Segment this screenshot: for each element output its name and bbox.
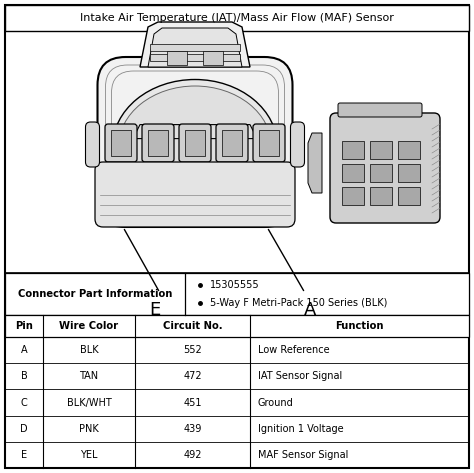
Text: YEL: YEL (80, 450, 98, 460)
FancyBboxPatch shape (179, 124, 211, 162)
Text: A: A (304, 301, 316, 319)
Text: Ground: Ground (258, 397, 294, 408)
Bar (167, 51, 187, 65)
Bar (370, 141, 392, 159)
Bar (342, 187, 364, 205)
Text: C: C (21, 397, 27, 408)
Text: Intake Air Temperature (IAT)/Mass Air Flow (MAF) Sensor: Intake Air Temperature (IAT)/Mass Air Fl… (80, 13, 394, 23)
Polygon shape (148, 28, 242, 67)
Ellipse shape (112, 79, 277, 214)
Text: 15305555: 15305555 (210, 280, 260, 290)
Text: E: E (149, 301, 161, 319)
Text: Ignition 1 Voltage: Ignition 1 Voltage (258, 424, 344, 434)
Polygon shape (135, 124, 255, 139)
Text: B: B (21, 371, 27, 381)
FancyBboxPatch shape (105, 124, 137, 162)
Text: MAF Sensor Signal: MAF Sensor Signal (258, 450, 348, 460)
FancyBboxPatch shape (85, 122, 100, 167)
Polygon shape (140, 22, 250, 67)
Text: 439: 439 (183, 424, 202, 434)
Text: 552: 552 (183, 345, 202, 355)
FancyBboxPatch shape (98, 57, 292, 227)
Bar (398, 164, 420, 182)
Bar (150, 54, 240, 61)
Bar (398, 141, 420, 159)
FancyBboxPatch shape (291, 122, 304, 167)
Text: Circuit No.: Circuit No. (163, 321, 222, 331)
FancyBboxPatch shape (253, 124, 285, 162)
Text: D: D (20, 424, 28, 434)
Text: Low Reference: Low Reference (258, 345, 329, 355)
Text: TAN: TAN (80, 371, 99, 381)
Bar (342, 164, 364, 182)
Text: E: E (21, 450, 27, 460)
Text: PNK: PNK (79, 424, 99, 434)
Bar (148, 130, 168, 156)
FancyBboxPatch shape (95, 162, 295, 227)
Bar (185, 130, 205, 156)
Text: A: A (21, 345, 27, 355)
FancyBboxPatch shape (338, 103, 422, 117)
FancyBboxPatch shape (142, 124, 174, 162)
FancyBboxPatch shape (330, 113, 440, 223)
Bar (111, 130, 131, 156)
Bar (342, 141, 364, 159)
Text: Pin: Pin (15, 321, 33, 331)
Bar (222, 130, 242, 156)
Text: 472: 472 (183, 371, 202, 381)
Bar (370, 187, 392, 205)
Bar (5, 273, 469, 315)
Polygon shape (308, 133, 322, 193)
Ellipse shape (118, 86, 272, 208)
Bar (398, 187, 420, 205)
Bar (259, 130, 279, 156)
Text: Connector Part Information: Connector Part Information (18, 289, 172, 299)
Text: 492: 492 (183, 450, 202, 460)
Text: IAT Sensor Signal: IAT Sensor Signal (258, 371, 342, 381)
Text: Wire Color: Wire Color (59, 321, 118, 331)
Bar (5, 315, 469, 337)
Text: Function: Function (335, 321, 384, 331)
Bar (150, 44, 240, 51)
FancyBboxPatch shape (216, 124, 248, 162)
Bar (370, 164, 392, 182)
Text: BLK: BLK (80, 345, 98, 355)
Text: BLK/WHT: BLK/WHT (67, 397, 111, 408)
Text: 5-Way F Metri-Pack 150 Series (BLK): 5-Way F Metri-Pack 150 Series (BLK) (210, 298, 387, 308)
Bar (5, 5, 469, 31)
Bar (203, 51, 223, 65)
Text: 451: 451 (183, 397, 202, 408)
